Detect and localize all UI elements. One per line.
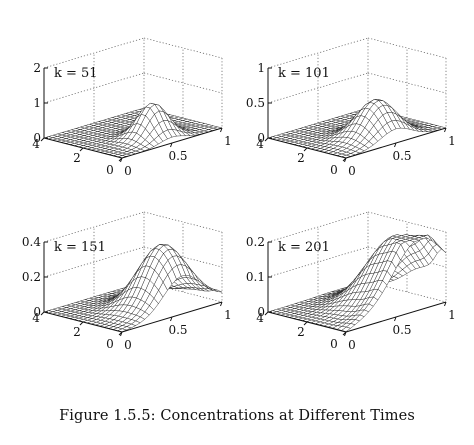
y-tick bbox=[79, 147, 84, 152]
y-tick bbox=[342, 157, 347, 162]
z-tick-label: 0.1 bbox=[246, 270, 265, 284]
box-edge bbox=[267, 37, 369, 69]
panel-title: k = 201 bbox=[278, 240, 330, 255]
y-tick bbox=[118, 331, 123, 336]
y-tick-label: 0 bbox=[106, 337, 114, 351]
panel-2: 0 0.5 1 0 0.5 1 0 2 4 k = 101 bbox=[246, 37, 456, 178]
x-tick-label: 0.5 bbox=[392, 149, 411, 163]
x-tick bbox=[394, 142, 397, 148]
y-tick-label: 0 bbox=[330, 163, 338, 177]
panel-3: 0 0.2 0.4 0 0.5 1 0 2 4 k = 151 bbox=[22, 211, 232, 352]
y-tick-label: 4 bbox=[32, 311, 40, 325]
x-tick bbox=[444, 127, 447, 133]
box-edge bbox=[43, 211, 145, 243]
y-tick bbox=[264, 311, 269, 316]
box-edge bbox=[267, 211, 369, 243]
panel-title: k = 51 bbox=[54, 66, 98, 81]
panel-title: k = 101 bbox=[278, 66, 330, 81]
y-tick-label: 0 bbox=[106, 163, 114, 177]
y-tick-label: 4 bbox=[256, 137, 264, 151]
y-tick-label: 4 bbox=[256, 311, 264, 325]
y-tick bbox=[264, 137, 269, 142]
box-edge bbox=[43, 37, 145, 69]
x-tick-label: 1 bbox=[448, 308, 456, 322]
panel-4: 0 0.1 0.2 0 0.5 1 0 2 4 k = 201 bbox=[246, 211, 456, 352]
z-tick-label: 2 bbox=[33, 61, 41, 75]
z-tick-label: 0.5 bbox=[246, 96, 265, 110]
grid-line bbox=[143, 72, 223, 94]
x-tick-label: 0.5 bbox=[392, 323, 411, 337]
x-tick bbox=[444, 301, 447, 307]
x-tick bbox=[394, 316, 397, 322]
x-tick-label: 0.5 bbox=[168, 323, 187, 337]
x-tick bbox=[170, 316, 173, 322]
y-tick bbox=[303, 321, 308, 326]
panel-title: k = 151 bbox=[54, 240, 106, 255]
figure-caption: Figure 1.5.5: Concentrations at Differen… bbox=[59, 408, 415, 424]
box-edge bbox=[367, 211, 447, 233]
z-tick-label: 1 bbox=[33, 96, 41, 110]
x-tick-label: 0 bbox=[124, 164, 132, 178]
x-tick-label: 0 bbox=[124, 338, 132, 352]
z-tick-label: 0 bbox=[257, 131, 265, 145]
x-tick-label: 1 bbox=[224, 308, 232, 322]
x-tick-label: 1 bbox=[448, 134, 456, 148]
x-tick-label: 0 bbox=[348, 164, 356, 178]
grid-line bbox=[267, 72, 369, 104]
y-tick bbox=[40, 311, 45, 316]
y-tick-label: 2 bbox=[297, 325, 305, 339]
y-tick-label: 0 bbox=[330, 337, 338, 351]
z-tick-label: 0 bbox=[257, 305, 265, 319]
x-tick-label: 1 bbox=[224, 134, 232, 148]
x-tick bbox=[220, 127, 223, 133]
z-tick-label: 0.4 bbox=[22, 235, 41, 249]
z-tick-label: 0 bbox=[33, 131, 41, 145]
y-tick bbox=[342, 331, 347, 336]
y-tick-label: 2 bbox=[73, 325, 81, 339]
box-edge bbox=[367, 37, 447, 59]
grid-line bbox=[367, 72, 447, 94]
x-tick bbox=[220, 301, 223, 307]
y-tick bbox=[40, 137, 45, 142]
y-tick-label: 2 bbox=[73, 151, 81, 165]
grid-line bbox=[43, 246, 145, 278]
y-tick-label: 4 bbox=[32, 137, 40, 151]
panel-1: 0 1 2 0 0.5 1 0 2 4 k = 51 bbox=[32, 37, 232, 178]
z-tick-label: 0.2 bbox=[246, 235, 265, 249]
z-tick-label: 0.2 bbox=[22, 270, 41, 284]
z-tick-label: 1 bbox=[257, 61, 265, 75]
x-tick bbox=[170, 142, 173, 148]
box-edge bbox=[143, 37, 223, 59]
y-tick bbox=[79, 321, 84, 326]
x-tick-label: 0 bbox=[348, 338, 356, 352]
z-tick-label: 0 bbox=[33, 305, 41, 319]
x-tick-label: 0.5 bbox=[168, 149, 187, 163]
box-edge bbox=[143, 211, 223, 233]
y-tick-label: 2 bbox=[297, 151, 305, 165]
grid-line bbox=[43, 72, 145, 104]
y-tick bbox=[118, 157, 123, 162]
grid-line bbox=[267, 246, 369, 278]
y-tick bbox=[303, 147, 308, 152]
